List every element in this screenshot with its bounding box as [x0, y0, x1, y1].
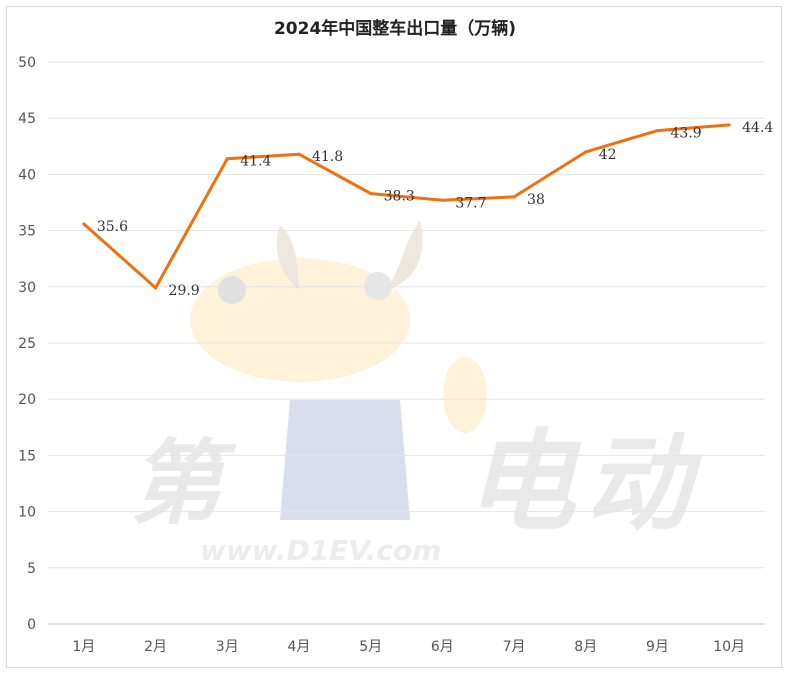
x-tick-label: 8月 — [574, 639, 597, 655]
watermark-url: www.D1EV.com — [200, 534, 441, 567]
x-tick-label: 1月 — [72, 639, 95, 655]
data-label: 43.9 — [670, 126, 701, 142]
y-tick-label: 15 — [18, 448, 36, 464]
x-tick-label: 5月 — [359, 639, 382, 655]
data-label: 29.9 — [169, 283, 200, 299]
x-tick-label: 9月 — [646, 639, 669, 655]
data-point — [727, 123, 731, 127]
y-tick-label: 5 — [27, 561, 36, 577]
y-tick-label: 10 — [18, 505, 36, 521]
chart-frame — [6, 6, 782, 668]
data-labels: 35.6 29.9 41.4 41.8 38.3 37.7 38 42 43.9 44.4 — [97, 120, 774, 299]
x-tick-label: 2月 — [144, 639, 167, 655]
data-point — [369, 192, 373, 196]
data-label: 37.7 — [455, 195, 486, 211]
series-line — [82, 123, 731, 290]
data-label: 38.3 — [384, 189, 415, 205]
watermark-char-2: 电 — [465, 418, 582, 546]
y-tick-label: 0 — [27, 617, 36, 633]
x-tick-label: 7月 — [503, 639, 526, 655]
mascot-thumb — [443, 357, 487, 433]
y-tick-label: 20 — [18, 392, 36, 408]
x-tick-label: 6月 — [431, 639, 454, 655]
data-point — [297, 152, 301, 156]
gridlines — [48, 61, 765, 625]
data-point — [655, 129, 659, 133]
mascot-head — [190, 258, 410, 382]
data-label: 44.4 — [742, 120, 773, 136]
data-label: 38 — [527, 192, 545, 208]
y-axis: 0 5 10 15 20 25 30 35 40 45 50 — [18, 55, 36, 633]
series-polyline — [82, 123, 731, 290]
y-tick-label: 35 — [18, 224, 36, 240]
mascot-antler-left — [276, 225, 300, 290]
y-tick-label: 25 — [18, 336, 36, 352]
data-point — [512, 195, 516, 199]
mascot-antler-right — [385, 220, 423, 290]
y-tick-label: 50 — [18, 55, 36, 71]
y-tick-label: 30 — [18, 280, 36, 296]
x-tick-label: 10月 — [713, 639, 745, 655]
data-label: 42 — [599, 147, 617, 163]
data-point — [154, 286, 158, 290]
data-point — [82, 222, 86, 226]
chart-title: 2024年中国整车出口量（万辆) — [273, 19, 517, 39]
data-point — [584, 150, 588, 154]
x-tick-label: 3月 — [216, 639, 239, 655]
watermark-char-1: 第 — [130, 430, 237, 537]
x-axis: 1月 2月 3月 4月 5月 6月 7月 8月 9月 10月 — [72, 639, 745, 655]
watermark-logo: 第 电 动 www.D1EV.com — [130, 220, 703, 567]
y-tick-label: 45 — [18, 111, 36, 127]
data-point — [440, 198, 444, 202]
mascot-nose — [218, 276, 246, 304]
data-label: 41.4 — [240, 154, 271, 170]
y-tick-label: 40 — [18, 167, 36, 183]
x-tick-label: 4月 — [287, 639, 310, 655]
data-label: 41.8 — [312, 149, 343, 165]
watermark-char-3: 动 — [585, 423, 703, 545]
mascot-body — [280, 400, 410, 520]
data-point — [225, 157, 229, 161]
mascot-eye — [364, 272, 392, 300]
data-label: 35.6 — [97, 219, 128, 235]
